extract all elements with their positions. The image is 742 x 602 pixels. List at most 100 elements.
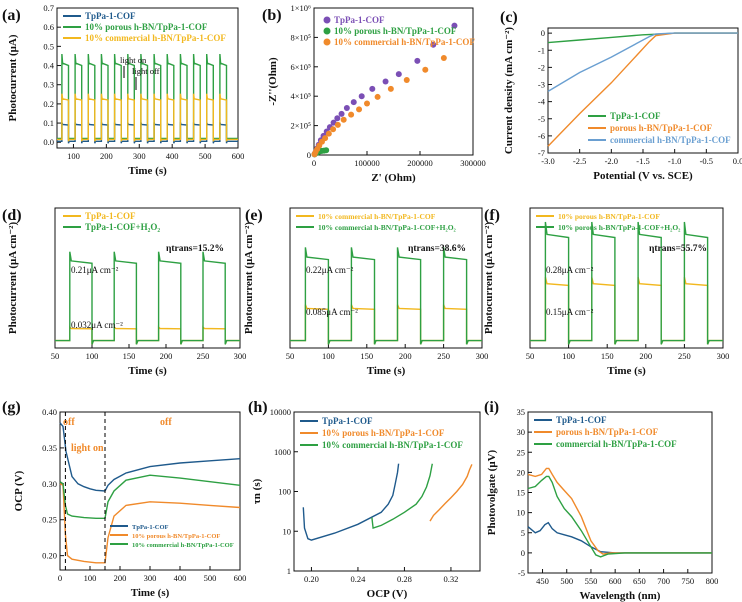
- x-tick-label: 600: [609, 576, 622, 586]
- y-tick-label: -2: [538, 62, 545, 72]
- annotation-text: light off: [132, 66, 160, 76]
- x-tick-label: 600: [234, 573, 247, 583]
- legend-label: TpPa-1-COF: [85, 11, 136, 21]
- y-tick-label: 10000: [270, 407, 291, 417]
- x-tick-label: -2.0: [605, 156, 618, 166]
- x-tick-label: 500: [199, 151, 212, 161]
- x-tick-label: 250: [197, 351, 210, 361]
- y-tick-label: 0.6: [43, 22, 54, 32]
- series-line: [527, 521, 712, 554]
- legend-label: TpPa-1-COF: [132, 524, 169, 531]
- y-axis-label: Photocurrent (μA cm⁻²): [243, 222, 255, 335]
- x-tick-label: 250: [437, 351, 450, 361]
- annotation-text: 0.21μA cm⁻²: [71, 265, 119, 275]
- x-axis-label: Time (s): [128, 365, 167, 377]
- x-axis-label: Time (s): [607, 365, 646, 377]
- panel-a: [56, 7, 239, 149]
- data-point: [422, 66, 429, 73]
- y-axis-label: OCP (V): [13, 470, 25, 511]
- legend-label: porous h-BN/TpPa-1-COF: [556, 427, 659, 437]
- x-tick-label: 300: [717, 351, 730, 361]
- y-tick-label: 25: [517, 447, 526, 457]
- legend-label: 10% porous h-BN/TpPa-1-COF: [334, 26, 457, 36]
- y-axis-label: Photocurrent (μA): [7, 34, 19, 121]
- legend-label: 10% commercial h-BN/TpPa-1-COF: [318, 212, 436, 221]
- series-line: [371, 463, 433, 530]
- plot-frame: [313, 7, 474, 156]
- x-tick-label: -2.5: [573, 156, 586, 166]
- y-tick-label: 35: [517, 407, 526, 417]
- data-point: [356, 106, 363, 113]
- x-tick-label: 750: [681, 576, 694, 586]
- x-tick-label: -3.0: [541, 156, 554, 166]
- legend-marker: [323, 16, 331, 24]
- panel-label: (a): [2, 7, 21, 24]
- y-tick-label: 0: [521, 548, 525, 558]
- series-line: [59, 474, 241, 519]
- legend-label: 10% porous h-BN/TpPa-1-COF: [558, 212, 660, 221]
- annotation-text: light on: [120, 55, 147, 65]
- series-line: [527, 475, 712, 558]
- y-tick-label: 15: [517, 488, 526, 498]
- y-tick-label: 5: [521, 528, 525, 538]
- data-point: [414, 57, 421, 64]
- data-point: [348, 111, 355, 118]
- data-point: [430, 41, 437, 48]
- x-tick-label: 100: [84, 573, 97, 583]
- x-tick-label: 800: [706, 576, 719, 586]
- x-tick-label: 400: [166, 151, 179, 161]
- y-tick-label: 0.5: [43, 41, 54, 51]
- legend-marker: [323, 27, 331, 35]
- x-axis-label: Time (s): [128, 165, 167, 177]
- x-tick-label: 0: [312, 158, 316, 168]
- y-tick-label: 0.2: [43, 99, 54, 109]
- plot-frame: [529, 207, 724, 349]
- plot-frame: [56, 7, 239, 149]
- series-line: [302, 463, 400, 541]
- data-point: [395, 71, 402, 78]
- x-tick-label: 300: [133, 151, 146, 161]
- legend-label: 10% porous h-BN/TpPa-1-COF+H₂O₂: [558, 223, 681, 232]
- y-tick-label: 1×10⁶: [290, 3, 311, 13]
- legend-label: 10% commercial h-BN/TpPa-1-COF: [85, 33, 226, 43]
- data-point: [451, 22, 458, 29]
- y-tick-label: 100: [278, 487, 291, 497]
- annotation-text: 0.28μA cm⁻²: [546, 265, 594, 275]
- y-tick-label: 8×10⁵: [290, 32, 311, 42]
- data-point: [364, 100, 370, 107]
- y-tick-label: 0.0: [43, 137, 54, 147]
- data-point: [350, 99, 357, 106]
- legend-label: 10% porous h-BN/TpPa-1-COF: [132, 533, 220, 540]
- y-tick-label: 0.25: [42, 515, 57, 525]
- y-tick-label: 0.3: [43, 80, 54, 90]
- series-line: [59, 422, 241, 492]
- y-axis-label: Current density (mA cm⁻²): [503, 27, 515, 154]
- y-tick-label: 0: [307, 150, 311, 160]
- x-tick-label: 200: [114, 573, 127, 583]
- legend-label: TpPa-1-COF: [85, 211, 136, 221]
- efficiency-label: ηtrans=55.7%: [649, 244, 707, 254]
- plot-frame: [289, 207, 483, 349]
- legend-label: porous h-BN/TpPa-1-COF: [610, 123, 713, 133]
- y-tick-label: 4×10⁵: [290, 91, 311, 101]
- data-point: [338, 110, 345, 117]
- data-point: [403, 77, 410, 84]
- legend-label: commercial h-BN/TpPa-1-COF: [610, 135, 731, 145]
- legend-label: 10% commercial h-BN/TpPa-1-COF+H₂O₂: [318, 223, 457, 232]
- legend-label: TpPa-1-COF: [322, 416, 373, 426]
- y-tick-label: 30: [517, 427, 526, 437]
- y-tick-label: 0.30: [42, 479, 57, 489]
- y-tick-label: -7: [538, 148, 545, 158]
- x-tick-label: 650: [633, 576, 646, 586]
- x-tick-label: 0.20: [304, 574, 319, 584]
- data-point: [340, 116, 347, 123]
- x-tick-label: 50: [526, 351, 535, 361]
- legend-label: 10% porous h-BN/TpPa-1-COF: [322, 428, 445, 438]
- x-tick-label: 500: [560, 576, 573, 586]
- panel-label: (d): [2, 207, 22, 224]
- x-tick-label: 100000: [354, 158, 380, 168]
- data-point: [323, 147, 330, 154]
- y-tick-label: 0.20: [42, 551, 57, 561]
- x-axis-label: Time (s): [367, 365, 406, 377]
